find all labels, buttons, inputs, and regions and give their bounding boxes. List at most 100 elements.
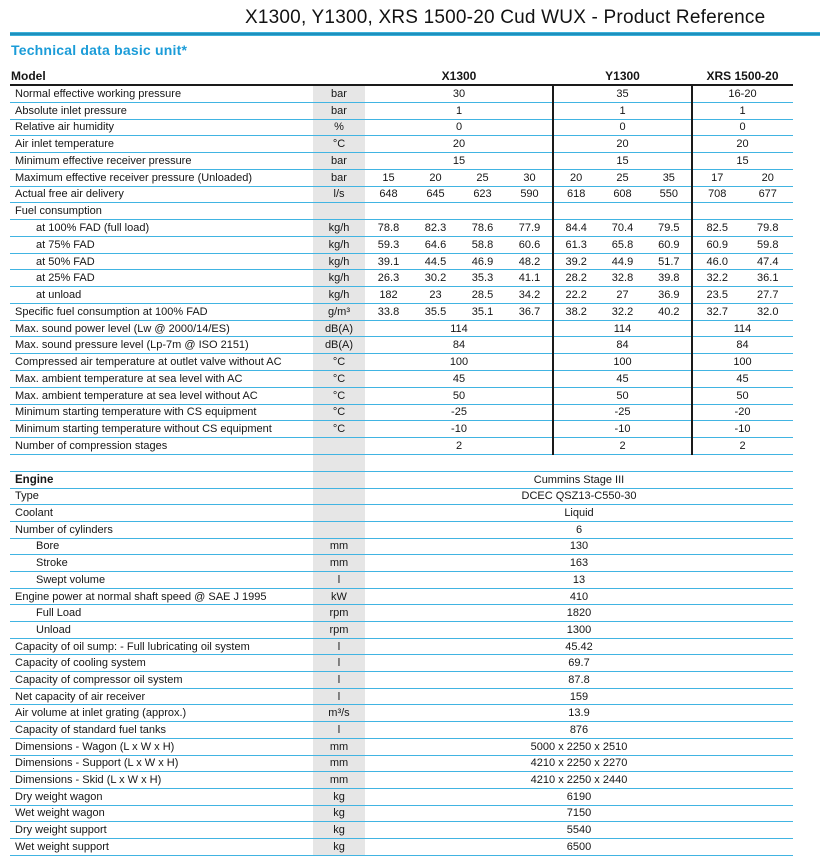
row-values: 4210 x 2250 x 2270	[365, 757, 793, 769]
row-values: 2 2 2	[365, 440, 793, 452]
row-values: 182 23 28.5 34.2 22.2 27 36.9 23.5 27.7	[365, 289, 793, 301]
cell-value: 410	[569, 590, 589, 603]
cell-group: 23.5 27.7	[692, 289, 793, 301]
cell-value: 69.7	[568, 657, 590, 670]
cell-value: 27.7	[757, 289, 779, 302]
row-label: at 100% FAD (full load)	[36, 222, 150, 234]
cell-value: 6500	[566, 840, 592, 853]
row-unit: °C	[332, 138, 346, 151]
table-row: Actual free air delivery l/s 648 645 623 590 6…	[10, 187, 793, 204]
table-row: Number of compression stages 2 2 2	[10, 438, 793, 455]
table-row: Air inlet temperature °C 20 20 20	[10, 136, 793, 154]
row-label: Minimum effective receiver pressure	[15, 154, 192, 167]
cell-group: 32.2 36.1	[692, 272, 793, 284]
row-values: 5540	[365, 824, 793, 836]
column-header-model: Model	[11, 69, 46, 83]
row-label: Number of cylinders	[15, 523, 113, 536]
cell-value: 20	[452, 138, 466, 151]
cell-value: 0	[455, 121, 463, 134]
row-unit: mm	[329, 757, 349, 770]
page-title: X1300, Y1300, XRS 1500-20 Cud WUX - Prod…	[245, 7, 766, 28]
row-label: Unload	[36, 623, 71, 636]
row-unit: mm	[329, 740, 349, 753]
cell-value: Cummins Stage III	[533, 473, 625, 486]
cell-value: 1820	[566, 607, 592, 620]
cell-value: 1	[455, 104, 463, 117]
row-unit: °C	[332, 389, 346, 402]
row-unit: kg/h	[328, 222, 350, 234]
table-row: Number of cylinders 6	[10, 522, 793, 539]
row-unit: kg	[333, 824, 345, 837]
cell-value: 50	[736, 389, 749, 402]
cell-value: 1300	[566, 623, 592, 636]
cell-value: 6190	[566, 790, 592, 803]
cell-value: 20	[616, 138, 629, 151]
cell-value: -10	[614, 423, 631, 436]
table-row: at 75% FAD kg/h 59.3 64.6 58.8 60.6 61.3 65.8 60…	[10, 237, 793, 254]
row-label: Dimensions - Skid (L x W x H)	[15, 774, 162, 787]
row-label: Capacity of oil sump: - Full lubricating…	[15, 640, 250, 653]
table-row: Bore mm 130	[10, 539, 793, 556]
column-header-x1300: X1300	[441, 69, 477, 83]
row-label: at 50% FAD	[36, 255, 95, 268]
cell-value: 23.5	[706, 289, 728, 302]
row-unit: kW	[331, 590, 347, 603]
table-row: Air volume at inlet grating (approx.) m³/…	[10, 705, 793, 723]
cell-value: 39.1	[377, 255, 400, 268]
table-header-row: Model X1300 Y1300 XRS 1500-20	[10, 68, 793, 86]
table-row: Full Load rpm 1820	[10, 605, 793, 623]
row-unit: kg/h	[328, 238, 350, 251]
cell-value: 618	[566, 188, 586, 201]
cell-group: 82.5 79.8	[692, 222, 793, 234]
row-unit: bar	[331, 87, 347, 100]
row-unit: m³/s	[328, 707, 350, 720]
row-unit: kg	[333, 840, 345, 853]
cell-value: 44.9	[611, 255, 634, 268]
column-header-y1300: Y1300	[605, 69, 640, 83]
row-values: 159	[365, 691, 793, 703]
cell-value: 32.2	[611, 305, 634, 318]
table-row: Type DCEC QSZ13-C550-30	[10, 489, 793, 506]
table-row: at unload kg/h 182 23 28.5 34.2 22.2 27 36.9 23.5…	[10, 287, 793, 304]
cell-value: 84	[452, 339, 466, 352]
section-gap	[10, 455, 793, 471]
cell-value: 159	[569, 690, 589, 703]
cell-value: 708	[708, 188, 727, 201]
title-divider-rule	[10, 32, 820, 36]
table-row: Swept volume l 13	[10, 572, 793, 589]
cell-value: 61.3	[565, 238, 587, 251]
row-label: Net capacity of air receiver	[15, 690, 146, 703]
cell-value: 20	[761, 171, 774, 184]
cell-value: 26.3	[377, 272, 400, 285]
row-values: 163	[365, 557, 793, 569]
cell-value: 47.4	[757, 255, 779, 268]
cell-value: 87.8	[568, 673, 590, 686]
row-values: 130	[365, 540, 793, 552]
cell-value: 20	[570, 171, 583, 184]
cell-value: 20	[736, 138, 749, 151]
row-values: Liquid	[365, 507, 793, 519]
cell-value: 6	[575, 523, 583, 536]
cell-value: 23	[429, 289, 442, 302]
cell-group: 17 20	[692, 172, 793, 184]
table-row: Engine power at normal shaft speed @ SAE…	[10, 589, 793, 606]
row-label: Engine power at normal shaft speed @ SAE…	[15, 590, 267, 603]
row-values: 87.8	[365, 674, 793, 686]
cell-value: 35.1	[471, 305, 494, 318]
table-row: Capacity of cooling system l 69.7	[10, 655, 793, 673]
table-row: Dry weight wagon kg 6190	[10, 789, 793, 806]
cell-value: 38.2	[565, 305, 587, 318]
table-row: Capacity of compressor oil system l 87.8	[10, 672, 793, 689]
table-row: Capacity of oil sump: - Full lubricating…	[10, 639, 793, 656]
cell-value: 46.0	[706, 255, 728, 268]
table-row: Coolant Liquid	[10, 505, 793, 522]
row-values: 100 100 100	[365, 356, 793, 368]
row-unit: dB(A)	[324, 322, 354, 335]
table-row: Relative air humidity% 0 0 0	[10, 120, 793, 137]
cell-value: 82.3	[424, 222, 447, 234]
cell-value: 60.9	[706, 238, 728, 251]
table-row: Dimensions - Support (L x W x H) mm 4210 x…	[10, 756, 793, 773]
row-values: 45.42	[365, 641, 793, 653]
cell-value: 33.8	[377, 305, 400, 318]
cell-group: 28.2 32.8 39.8	[553, 272, 692, 284]
